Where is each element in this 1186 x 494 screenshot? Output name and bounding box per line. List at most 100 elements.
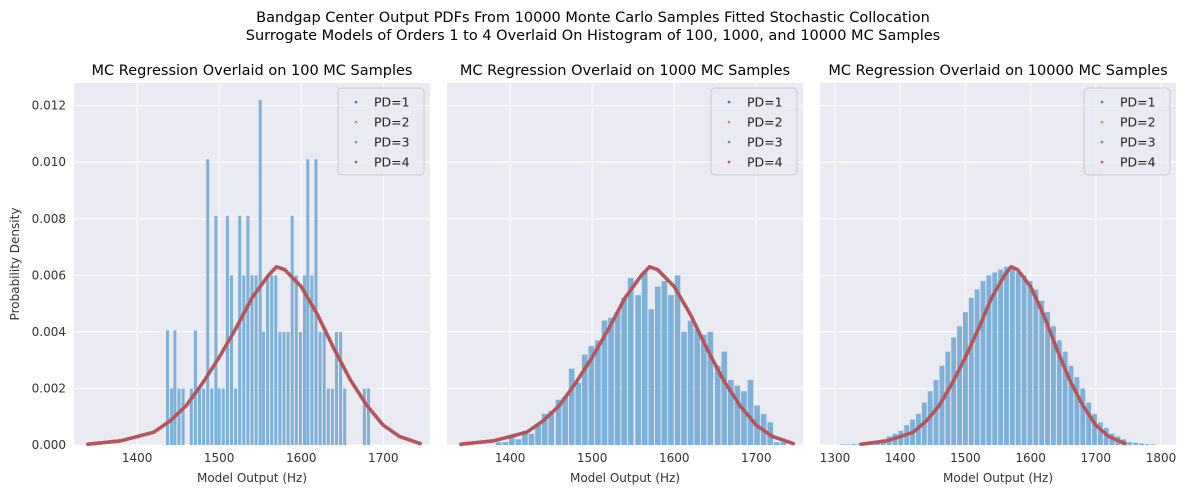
legend-box [710,87,798,176]
histogram-bar [1068,365,1074,445]
y-tick-label: 0.000 [32,438,66,452]
histogram-bar [258,99,262,445]
pdf-curve-pd-4 [859,265,1127,446]
histogram-bar [621,297,628,445]
y-tick-label: 0.006 [32,268,66,282]
legend-label: PD=4 [747,155,783,170]
legend-marker [354,100,358,104]
legend-marker [1100,140,1104,144]
histogram-bar [330,388,334,445]
histogram-bar [641,272,648,445]
histogram-bar [601,320,608,445]
histogram-bar [1004,266,1009,445]
histogram-bar [343,388,347,445]
x-tick-label: 1800 [1146,451,1177,465]
histogram-bar [962,312,968,445]
histogram-bar [334,331,338,445]
x-tick-label: 1700 [1081,451,1112,465]
x-tick-label: 1400 [885,451,916,465]
histogram-bar [290,215,294,445]
histogram-bar [845,444,851,445]
histogram-bar [1056,340,1062,445]
histogram-bar [933,379,939,445]
histogram-bar [166,330,170,445]
pdf-curve-pd-4 [86,265,422,446]
x-tick-label: 1400 [495,451,526,465]
histogram-bar [197,388,202,445]
y-tick-label: 0.002 [32,381,66,395]
histogram-bar [1127,442,1133,445]
histogram-bar [214,215,218,445]
histogram-bar [1009,269,1015,445]
panel-title: MC Regression Overlaid on 10000 MC Sampl… [828,63,1167,79]
histogram-bar [310,275,314,445]
histogram-bar [1015,272,1021,445]
histogram-bar [362,388,366,445]
histogram-bar [1139,443,1144,445]
y-tick-label: 0.010 [32,155,66,169]
histogram-bar [608,317,614,445]
histogram-bar [568,368,575,445]
legend-label: PD=4 [374,155,410,170]
histogram-bar [286,331,290,445]
histogram-bar [278,331,282,445]
histogram-bar [648,309,655,445]
legend-marker [354,160,358,164]
histogram-bar [1144,444,1150,445]
x-tick-label: 1600 [1015,451,1046,465]
y-axis-label: Probability Density [8,208,22,321]
histogram-bar [522,430,528,445]
histogram-bar [741,391,747,445]
histogram-bar [306,159,310,445]
histogram-bar [839,444,845,445]
histogram-bar [614,312,621,445]
legend-marker [354,120,358,124]
histogram-bar [322,331,326,445]
histogram-bar [968,297,974,445]
x-tick-label: 1600 [659,451,690,465]
histogram-bar [202,388,206,445]
histogram-bar [1092,413,1097,445]
y-tick-label: 0.008 [32,212,66,226]
histogram-bar [562,396,568,445]
histogram-bar [727,379,734,445]
histogram-bar [282,331,286,445]
legend-label: PD=2 [374,115,410,130]
histogram-bar [326,388,330,445]
histogram-bar [734,385,741,445]
histogram-bar [555,399,562,445]
histogram-bar [694,329,701,445]
histogram-bar [1050,326,1056,445]
histogram-bar [773,442,780,445]
histogram-bar [250,275,254,445]
histogram-bar [1039,300,1045,445]
histogram-bar [747,379,754,445]
histogram-bar [221,388,225,445]
histogram-bar [721,351,728,445]
x-tick-label: 1300 [820,451,851,465]
panels: 1400 1500 1600 1700 0.000 0.002 0.004 0.006 0.00… [8,63,1176,485]
histogram-bar [1045,312,1050,445]
legend-box [1083,87,1171,176]
histogram-bar [541,413,548,445]
histogram-bar [939,365,945,445]
histogram-bar [980,280,986,445]
histogram-bar [238,215,242,445]
x-tick-label: 1600 [286,451,317,465]
legend-label: PD=1 [1120,95,1156,110]
x-tick-label: 1700 [368,451,399,465]
histogram-bar [217,388,221,445]
histogram-bar [661,280,668,445]
legend-marker [727,160,731,164]
histogram-bar [170,388,174,445]
histogram-bar [210,388,214,445]
histogram-bar [1074,377,1080,445]
x-tick-label: 1500 [204,451,235,465]
histogram-bar [206,159,210,445]
histogram-bar [992,272,998,445]
histogram-bar [681,331,687,445]
legend-label: PD=4 [1120,155,1156,170]
histogram-bar [302,275,307,445]
legend-marker [354,140,358,144]
